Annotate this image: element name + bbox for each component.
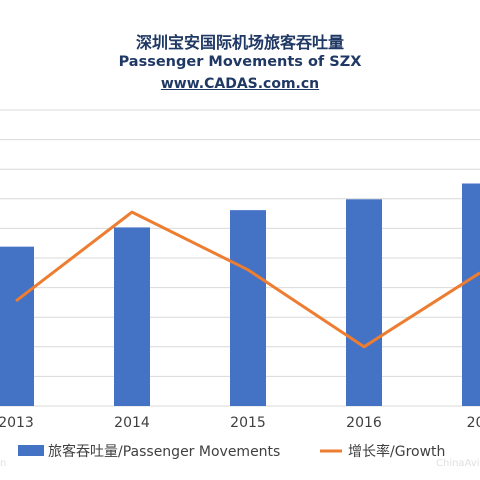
bar-2016: [346, 199, 382, 406]
bar-2014: [114, 227, 150, 406]
x-tick-label: 2013: [0, 415, 34, 431]
legend-bar-swatch: [18, 445, 44, 456]
source-link[interactable]: www.CADAS.com.cn: [160, 76, 320, 92]
chart-title-chinese: 深圳宝安国际机场旅客吞吐量: [135, 33, 344, 52]
bar-2015: [230, 210, 266, 406]
x-tick-label: 2015: [230, 415, 266, 431]
x-tick-label: 2014: [114, 415, 150, 431]
legend-line-label: 增长率/Growth: [348, 443, 445, 460]
watermark-left: n: [0, 458, 6, 469]
legend: 旅客吞吐量/Passenger Movements 增长率/Growth: [18, 443, 445, 460]
legend-bar-label: 旅客吞吐量/Passenger Movements: [48, 443, 280, 460]
x-tick-label: 201: [467, 415, 480, 431]
x-tick-label: 2016: [346, 415, 382, 431]
bar-2013: [0, 246, 34, 406]
bar-2017: [462, 183, 480, 406]
bar-series: [0, 183, 480, 406]
watermark-right: ChinaAviation: [436, 458, 480, 469]
x-axis-tick-labels: 2013 2014 2015 2016 201: [0, 415, 480, 431]
growth-line: [15, 210, 480, 349]
chart-title-english: Passenger Movements of SZX: [118, 54, 362, 70]
